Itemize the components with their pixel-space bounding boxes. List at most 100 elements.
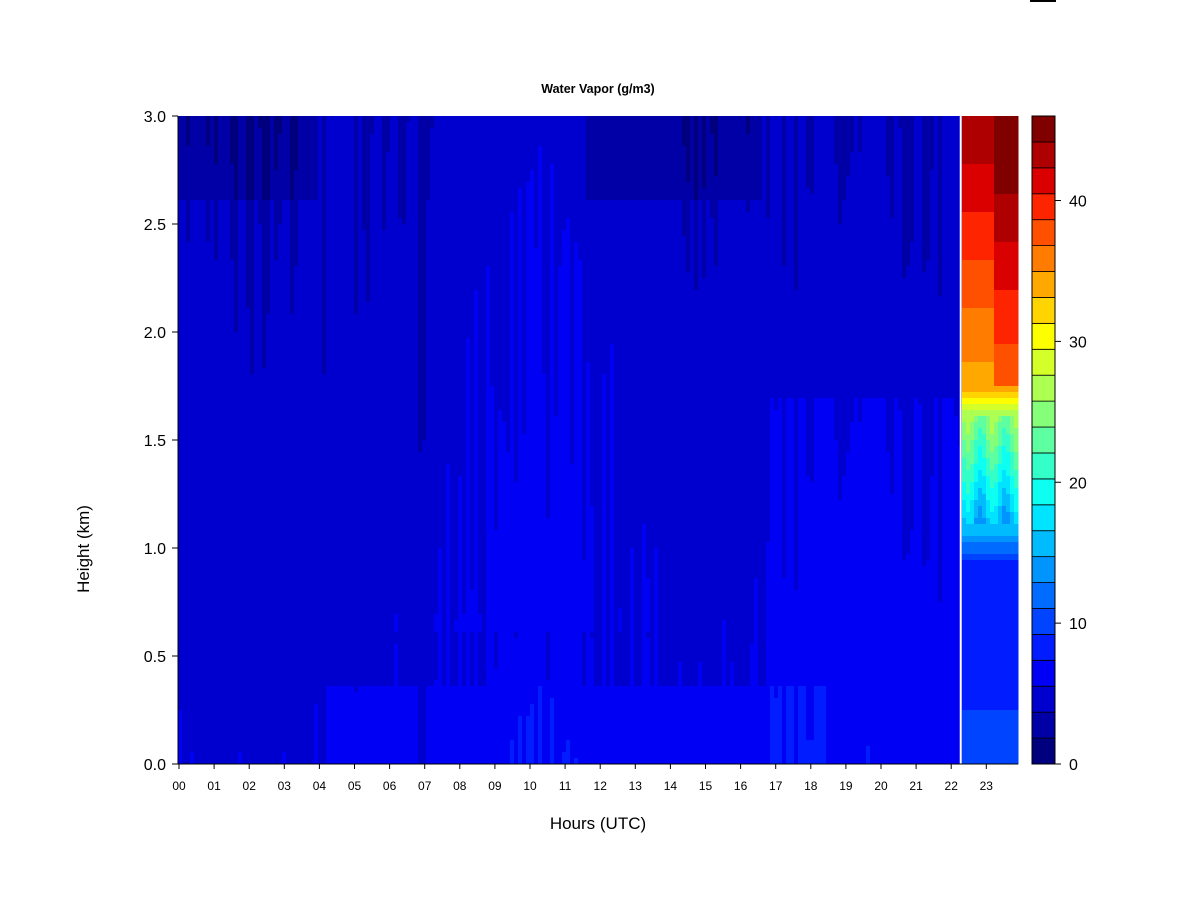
- heatmap-cell: [322, 392, 327, 399]
- heatmap-cell: [306, 566, 311, 573]
- heatmap-cell: [342, 680, 347, 687]
- heatmap-cell: [286, 584, 291, 591]
- heatmap-cell: [290, 254, 295, 261]
- heatmap-cell: [254, 368, 259, 375]
- heatmap-cell: [334, 734, 339, 741]
- heatmap-cell: [178, 284, 183, 291]
- heatmap-cell: [266, 272, 271, 279]
- heatmap-cell: [222, 380, 227, 387]
- heatmap-cell: [354, 668, 359, 675]
- heatmap-cell: [214, 530, 219, 537]
- heatmap-cell: [322, 308, 327, 315]
- heatmap-cell: [218, 680, 223, 687]
- heatmap-cell: [358, 578, 363, 585]
- heatmap-cell: [302, 662, 307, 669]
- heatmap-cell: [314, 680, 319, 687]
- heatmap-cell: [274, 320, 279, 327]
- heatmap-cell: [318, 734, 323, 741]
- heatmap-cell: [334, 584, 339, 591]
- heatmap-cell: [194, 236, 199, 243]
- heatmap-cell: [334, 206, 339, 213]
- heatmap-cell: [194, 218, 199, 225]
- heatmap-cell: [178, 746, 183, 753]
- heatmap-cell: [206, 452, 211, 459]
- heatmap-cell: [330, 410, 335, 417]
- heatmap-cell: [354, 386, 359, 393]
- heatmap-cell: [350, 434, 355, 441]
- heatmap-cell: [254, 302, 259, 309]
- heatmap-cell: [302, 710, 307, 717]
- heatmap-cell: [354, 572, 359, 579]
- heatmap-cell: [354, 422, 359, 429]
- heatmap-cell: [198, 368, 203, 375]
- heatmap-cell: [266, 734, 271, 741]
- heatmap-cell: [346, 716, 351, 723]
- heatmap-cell: [274, 158, 279, 165]
- heatmap-cell: [238, 626, 243, 633]
- heatmap-cell: [286, 206, 291, 213]
- heatmap-cell: [214, 392, 219, 399]
- heatmap-cell: [190, 686, 195, 693]
- heatmap-cell: [310, 128, 315, 135]
- heatmap-cell: [266, 326, 271, 333]
- heatmap-cell: [358, 722, 363, 729]
- heatmap-cell: [242, 626, 247, 633]
- heatmap-cell: [198, 578, 203, 585]
- heatmap-cell: [326, 344, 331, 351]
- heatmap-cell: [306, 650, 311, 657]
- heatmap-cell: [350, 638, 355, 645]
- heatmap-cell: [202, 404, 207, 411]
- heatmap-cell: [214, 488, 219, 495]
- heatmap-cell: [342, 458, 347, 465]
- heatmap-cell: [274, 578, 279, 585]
- heatmap-cell: [342, 260, 347, 267]
- heatmap-cell: [290, 248, 295, 255]
- heatmap-cell: [330, 116, 335, 123]
- heatmap-cell: [202, 596, 207, 603]
- heatmap-cell: [182, 530, 187, 537]
- heatmap-cell: [242, 200, 247, 207]
- heatmap-cell: [314, 590, 319, 597]
- heatmap-cell: [306, 194, 311, 201]
- heatmap-cell: [310, 290, 315, 297]
- heatmap-cell: [322, 146, 327, 153]
- heatmap-cell: [182, 662, 187, 669]
- heatmap-cell: [314, 596, 319, 603]
- heatmap-cell: [290, 128, 295, 135]
- heatmap-cell: [342, 182, 347, 189]
- heatmap-cell: [206, 710, 211, 717]
- heatmap-cell: [250, 440, 255, 447]
- heatmap-cell: [350, 380, 355, 387]
- heatmap-cell: [246, 422, 251, 429]
- heatmap-cell: [258, 692, 263, 699]
- heatmap-cell: [346, 668, 351, 675]
- heatmap-cell: [326, 452, 331, 459]
- heatmap-cell: [214, 404, 219, 411]
- heatmap-cell: [194, 632, 199, 639]
- heatmap-cell: [226, 170, 231, 177]
- heatmap-cell: [354, 308, 359, 315]
- heatmap-cell: [198, 392, 203, 399]
- heatmap-cell: [314, 254, 319, 261]
- heatmap-cell: [346, 386, 351, 393]
- heatmap-cell: [338, 680, 343, 687]
- heatmap-cell: [294, 266, 299, 273]
- heatmap-cell: [330, 224, 335, 231]
- heatmap-cell: [294, 668, 299, 675]
- heatmap-cell: [178, 506, 183, 513]
- heatmap-cell: [202, 146, 207, 153]
- heatmap-cell: [266, 482, 271, 489]
- heatmap-cell: [234, 272, 239, 279]
- heatmap-cell: [198, 314, 203, 321]
- heatmap-cell: [298, 500, 303, 507]
- heatmap-cell: [258, 680, 263, 687]
- heatmap-cell: [258, 182, 263, 189]
- heatmap-cell: [206, 518, 211, 525]
- heatmap-cell: [290, 194, 295, 201]
- heatmap-cell: [286, 500, 291, 507]
- heatmap-cell: [270, 356, 275, 363]
- heatmap-cell: [206, 212, 211, 219]
- heatmap-cell: [274, 392, 279, 399]
- heatmap-cell: [222, 266, 227, 273]
- heatmap-cell: [334, 548, 339, 555]
